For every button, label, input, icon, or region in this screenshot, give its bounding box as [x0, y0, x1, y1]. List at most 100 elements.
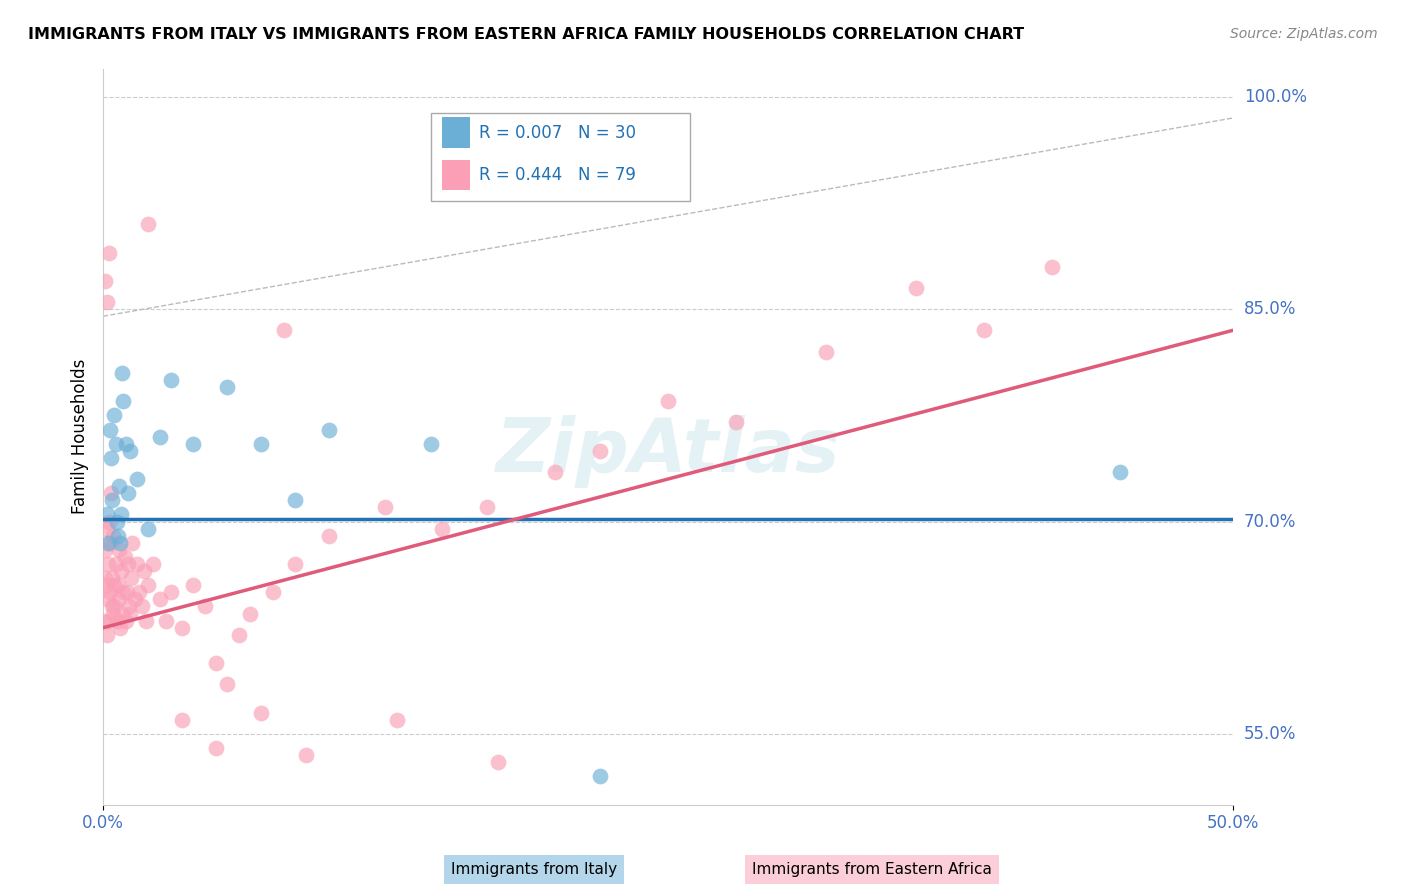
Point: [160, 585, 183, 599]
Point: [103, 529, 125, 543]
Point: [657, 394, 679, 409]
Point: [120, 443, 142, 458]
Point: [103, 578, 125, 592]
Point: [973, 323, 995, 337]
Point: [108, 592, 131, 607]
Point: [108, 542, 131, 557]
Point: [385, 713, 408, 727]
Point: [107, 529, 129, 543]
Point: [284, 493, 307, 508]
Point: [120, 607, 142, 621]
Point: [117, 557, 139, 571]
Point: [544, 465, 567, 479]
Point: [110, 564, 132, 578]
Point: [111, 366, 134, 380]
Point: [114, 614, 136, 628]
Point: [114, 436, 136, 450]
Point: [105, 614, 128, 628]
Text: R = 0.444   N = 79: R = 0.444 N = 79: [479, 166, 636, 184]
Point: [94, 274, 117, 288]
Text: Immigrants from Eastern Africa: Immigrants from Eastern Africa: [752, 863, 991, 877]
Point: [108, 479, 131, 493]
Point: [589, 443, 612, 458]
Text: 100.0%: 100.0%: [1244, 87, 1306, 106]
Point: [149, 592, 172, 607]
Point: [98, 423, 121, 437]
Point: [118, 599, 141, 614]
Point: [172, 621, 194, 635]
Point: [430, 522, 453, 536]
FancyBboxPatch shape: [430, 112, 690, 201]
Point: [142, 557, 165, 571]
Point: [136, 217, 159, 231]
Point: [135, 614, 157, 628]
Point: [239, 607, 262, 621]
FancyBboxPatch shape: [441, 117, 470, 148]
Text: 85.0%: 85.0%: [1244, 301, 1296, 318]
Text: R = 0.007   N = 30: R = 0.007 N = 30: [479, 124, 637, 142]
Point: [183, 578, 205, 592]
Point: [905, 281, 928, 295]
Point: [724, 416, 747, 430]
FancyBboxPatch shape: [441, 160, 470, 190]
Point: [419, 436, 441, 450]
Point: [115, 585, 138, 599]
Point: [1108, 465, 1130, 479]
Point: [94, 542, 117, 557]
Point: [104, 436, 127, 450]
Point: [96, 522, 118, 536]
Point: [125, 557, 148, 571]
Point: [98, 515, 121, 529]
Text: IMMIGRANTS FROM ITALY VS IMMIGRANTS FROM EASTERN AFRICA FAMILY HOUSEHOLDS CORREL: IMMIGRANTS FROM ITALY VS IMMIGRANTS FROM…: [28, 27, 1024, 42]
Point: [124, 592, 146, 607]
Point: [250, 436, 273, 450]
Point: [475, 500, 498, 515]
Point: [101, 493, 124, 508]
Text: Source: ZipAtlas.com: Source: ZipAtlas.com: [1230, 27, 1378, 41]
Point: [217, 380, 239, 394]
Point: [131, 599, 153, 614]
Point: [121, 535, 143, 549]
Point: [149, 429, 172, 443]
Point: [486, 755, 509, 769]
Point: [97, 614, 120, 628]
Point: [128, 585, 150, 599]
Point: [205, 656, 228, 670]
Point: [284, 557, 307, 571]
Point: [93, 614, 115, 628]
Point: [108, 621, 131, 635]
Point: [111, 607, 134, 621]
Point: [97, 245, 120, 260]
Point: [136, 578, 159, 592]
Point: [103, 409, 125, 423]
Point: [589, 769, 612, 783]
Point: [183, 436, 205, 450]
Point: [101, 571, 124, 585]
Point: [120, 571, 142, 585]
Point: [160, 373, 183, 387]
Point: [107, 578, 129, 592]
Point: [155, 614, 177, 628]
Point: [374, 500, 396, 515]
Point: [318, 529, 340, 543]
Point: [250, 706, 273, 720]
Point: [117, 486, 139, 500]
Point: [104, 557, 127, 571]
Point: [318, 423, 340, 437]
Point: [96, 295, 118, 310]
Point: [486, 840, 509, 855]
Text: Immigrants from Italy: Immigrants from Italy: [451, 863, 617, 877]
Point: [98, 585, 121, 599]
Point: [110, 508, 132, 522]
Point: [101, 607, 124, 621]
Point: [273, 323, 295, 337]
Point: [108, 535, 131, 549]
Point: [98, 535, 121, 549]
Point: [112, 394, 135, 409]
Point: [205, 741, 228, 756]
Point: [97, 592, 120, 607]
Point: [97, 557, 120, 571]
Point: [96, 628, 118, 642]
Point: [172, 713, 194, 727]
Point: [125, 472, 148, 486]
